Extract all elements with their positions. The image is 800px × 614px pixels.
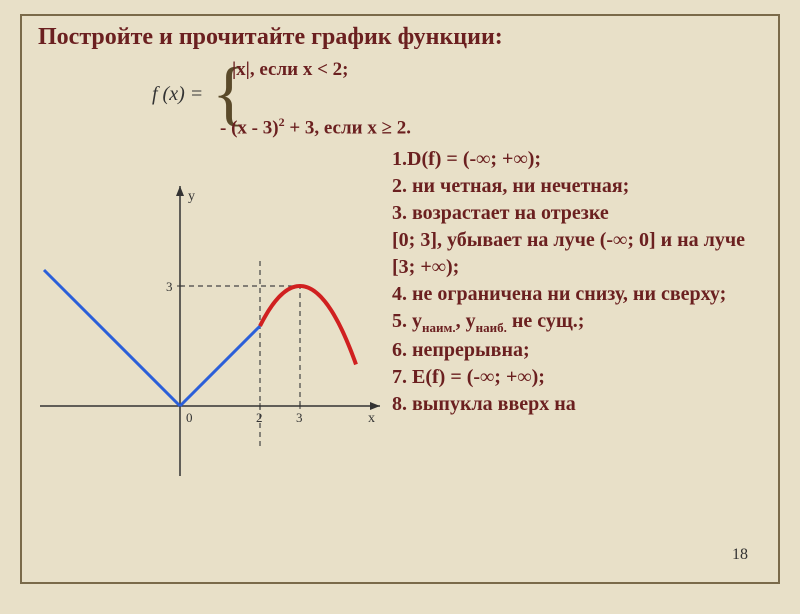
prop-6: 6. непрерывна; xyxy=(392,337,762,364)
prop-3b: [0; 3], убывает на луче (-∞; 0] и на луч… xyxy=(392,227,762,281)
svg-text:3: 3 xyxy=(296,410,303,425)
fx-label: f (x) = xyxy=(152,83,203,106)
svg-text:2: 2 xyxy=(256,410,263,425)
formula-area: f (x) = { |x|, если x < 2; - (x - 3)2 + … xyxy=(22,55,778,145)
prop5-bsub: наиб. xyxy=(476,320,507,335)
piece2-prefix: - (x - 3) xyxy=(220,117,279,138)
svg-text:0: 0 xyxy=(186,410,193,425)
slide-title: Постройте и прочитайте график функции: xyxy=(22,16,778,55)
prop5-asub: наим. xyxy=(422,320,456,335)
prop-5: 5. yнаим., yнаиб. не сущ.; xyxy=(392,308,762,337)
piece2: - (x - 3)2 + 3, если x ≥ 2. xyxy=(220,115,411,139)
piece2-suffix: + 3, если x ≥ 2. xyxy=(285,117,411,138)
page-number: 18 xyxy=(732,546,748,564)
svg-text:3: 3 xyxy=(166,279,173,294)
piece1: |x|, если x < 2; xyxy=(232,59,348,81)
prop-3: 3. возрастает на отрезке xyxy=(392,200,762,227)
prop5-c: не сущ.; xyxy=(507,310,585,332)
svg-text:у: у xyxy=(188,189,195,204)
svg-text:х: х xyxy=(368,411,375,426)
prop5-a: 5. y xyxy=(392,310,422,332)
properties-list: 1.D(f) = (-∞; +∞); 2. ни четная, ни нече… xyxy=(392,146,762,418)
prop5-b: , y xyxy=(456,310,476,332)
prop-2: 2. ни четная, ни нечетная; xyxy=(392,173,762,200)
prop-1: 1.D(f) = (-∞; +∞); xyxy=(392,146,762,173)
prop-7: 7. E(f) = (-∞; +∞); xyxy=(392,364,762,391)
prop-4: 4. не ограничена ни снизу, ни сверху; xyxy=(392,281,762,308)
function-graph: у х 0 2 3 3 xyxy=(40,186,380,476)
prop-8: 8. выпукла вверх на xyxy=(392,391,762,418)
